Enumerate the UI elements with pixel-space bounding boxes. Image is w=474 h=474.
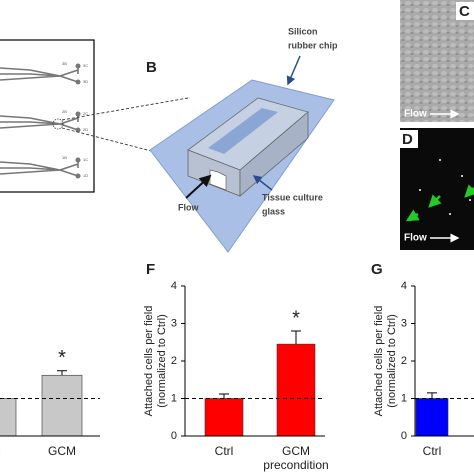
y-axis-title: Attached cells per field bbox=[373, 306, 385, 417]
x-tick-label: Ctrl bbox=[423, 444, 442, 458]
bar bbox=[415, 398, 449, 437]
x-tick-label: GCM bbox=[48, 444, 76, 458]
x-tick-label: GCM bbox=[282, 444, 310, 458]
y-tick-label: 1 bbox=[401, 392, 407, 404]
error-bar bbox=[427, 392, 437, 399]
label-box bbox=[456, 2, 474, 20]
glass-label: glass bbox=[262, 206, 285, 216]
panel-d: D Flow bbox=[400, 128, 474, 250]
y-tick-label: 1 bbox=[171, 392, 177, 404]
port-label: 3B bbox=[62, 61, 67, 66]
label-box bbox=[400, 130, 418, 148]
inlet bbox=[209, 169, 227, 191]
significance-mark: * bbox=[58, 347, 66, 369]
bar bbox=[204, 398, 244, 437]
panel-label: F bbox=[146, 261, 155, 278]
y-tick-label: 4 bbox=[401, 280, 407, 292]
error-bar bbox=[219, 393, 229, 399]
panel-label: G bbox=[371, 261, 383, 278]
flow-label: Flow bbox=[404, 233, 427, 244]
error-bar bbox=[57, 370, 67, 376]
significance-mark: * bbox=[292, 307, 300, 329]
panel-label: D bbox=[402, 131, 413, 148]
y-tick-label: 2 bbox=[171, 355, 177, 367]
bar bbox=[0, 398, 17, 437]
bar bbox=[276, 343, 316, 437]
port-label: 3D bbox=[83, 79, 88, 84]
panel-a: 3B 3C 3D 2B 2C 2D 1B 1C 1D bbox=[0, 39, 95, 193]
y-tick-label: 3 bbox=[171, 317, 177, 329]
error-bar bbox=[291, 330, 301, 345]
channels bbox=[0, 66, 79, 177]
y-axis-title: Attached cells per field bbox=[143, 306, 155, 417]
x-tick-label: precondition bbox=[263, 458, 328, 472]
x-tick-label: M bbox=[0, 444, 1, 458]
x-tick-label: Ctrl bbox=[215, 444, 234, 458]
channel bbox=[208, 108, 278, 154]
y-axis-title: (normalized to Ctrl) bbox=[386, 314, 398, 408]
port-label: 1D bbox=[83, 173, 88, 178]
port-label: 1C bbox=[83, 157, 88, 162]
panel-label: B bbox=[146, 59, 157, 76]
micrograph bbox=[400, 128, 474, 250]
flow-label: Flow bbox=[404, 109, 427, 120]
panel-b: B Silicon rubber chip Flow Tissue cultur… bbox=[146, 26, 338, 253]
port-label: 2D bbox=[83, 127, 88, 132]
flow-label: Flow bbox=[178, 202, 199, 212]
y-tick-label: 2 bbox=[401, 355, 407, 367]
chip-label: rubber chip bbox=[288, 40, 338, 50]
panel-c: C Flow bbox=[400, 0, 474, 122]
chip-label: Silicon bbox=[288, 26, 318, 36]
panel-label: C bbox=[459, 3, 470, 20]
bar bbox=[41, 374, 83, 437]
y-tick-label: 4 bbox=[171, 280, 177, 292]
port-label: 2B bbox=[62, 109, 67, 114]
glass-label: Tissue culture bbox=[262, 192, 323, 202]
port-label: 1B bbox=[62, 155, 67, 160]
y-tick-label: 0 bbox=[401, 430, 407, 442]
y-tick-label: 3 bbox=[401, 317, 407, 329]
micrograph bbox=[400, 0, 474, 122]
y-tick-label: 0 bbox=[171, 430, 177, 442]
port-label: 3C bbox=[83, 63, 88, 68]
y-axis-title: (normalized to Ctrl) bbox=[156, 314, 168, 408]
port-label: 2C bbox=[83, 111, 88, 116]
chip-side bbox=[239, 111, 309, 197]
